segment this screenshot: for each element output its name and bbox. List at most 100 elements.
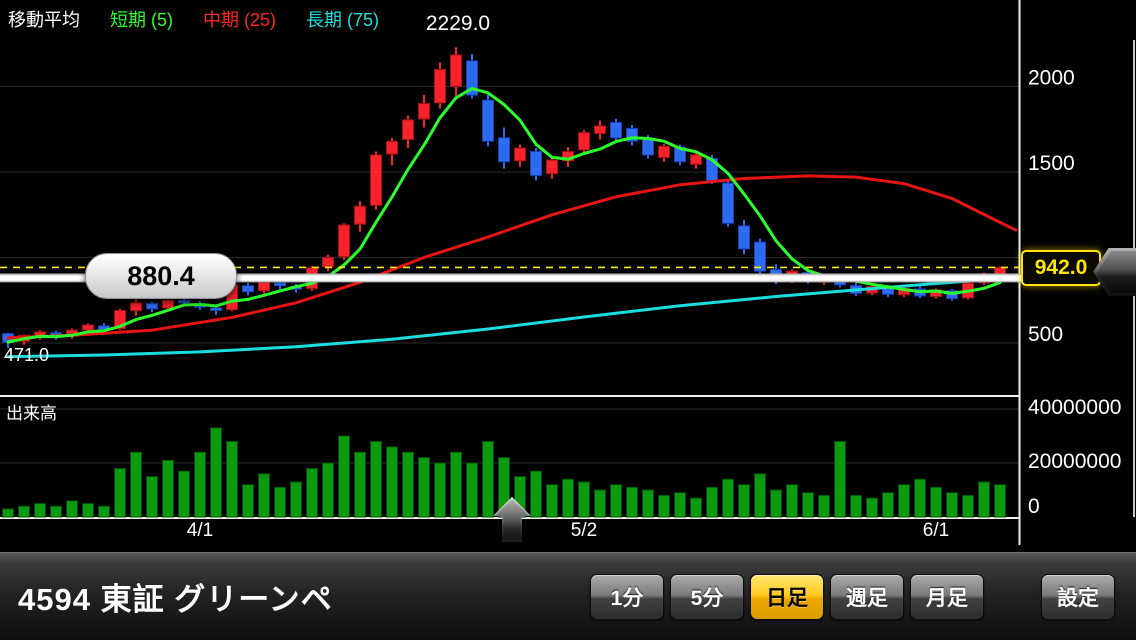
legend-mid-ma: 中期 (25) — [203, 10, 277, 30]
volume-bar — [706, 486, 718, 518]
candle-down — [610, 121, 622, 139]
volume-bar — [594, 489, 606, 518]
settings-button[interactable]: 設定 — [1041, 574, 1115, 620]
crosshair-horizontal-band — [0, 273, 1136, 283]
volume-bar — [898, 484, 910, 518]
volume-bar — [434, 462, 446, 518]
volume-bar — [482, 440, 494, 518]
period-button-1min[interactable]: 1分 — [590, 574, 664, 620]
symbol-title: 4594 東証 グリーンペ — [18, 582, 333, 617]
volume-bar — [66, 500, 78, 518]
volume-bar — [418, 457, 430, 518]
ma-long-line — [6, 276, 1018, 359]
low-price-label: 471.0 — [4, 345, 50, 365]
volume-bar — [866, 497, 878, 518]
volume-bar — [258, 473, 270, 518]
period-button-group: 1分 5分 日足 週足 月足 — [590, 574, 984, 620]
volume-bar — [770, 489, 782, 518]
volume-pane-title: 出来高 — [6, 404, 57, 423]
volume-bar — [50, 505, 62, 518]
volume-bar — [930, 486, 942, 518]
volume-bar — [610, 484, 622, 518]
crosshair-price-bubble[interactable]: 880.4 — [85, 253, 237, 299]
volume-bar — [290, 481, 302, 518]
volume-bar — [658, 494, 670, 518]
volume-bar — [226, 440, 238, 518]
volume-bar — [194, 451, 206, 518]
candle-up — [162, 299, 174, 309]
ma-mid-line — [6, 174, 1018, 340]
candlestick-chart[interactable]: 2000 1500 500 40000000 20000000 0 4/1 5/2 6/1 — [0, 0, 1136, 552]
volume-bar — [402, 451, 414, 518]
candle-down — [178, 300, 190, 304]
period-button-monthly[interactable]: 月足 — [910, 574, 984, 620]
candle-up — [418, 103, 430, 120]
period-button-daily[interactable]: 日足 — [750, 574, 824, 620]
candle-up — [370, 154, 382, 206]
candle-up — [546, 159, 558, 175]
volume-bar — [994, 484, 1006, 518]
volume-bar — [338, 435, 350, 518]
candle-down — [274, 282, 286, 287]
volume-bar — [354, 451, 366, 518]
candle-up — [354, 205, 366, 225]
volume-bar — [754, 473, 766, 518]
last-price-tag: 942.0 — [1021, 250, 1101, 286]
volume-bar — [370, 440, 382, 518]
volume-bar — [914, 478, 926, 518]
candle-up — [322, 257, 334, 268]
volume-bar — [978, 481, 990, 518]
volume-bar — [34, 503, 46, 518]
legend-long-ma: 長期 (75) — [306, 10, 380, 30]
volume-bar — [386, 446, 398, 518]
volume-axis-label: 0 — [1028, 495, 1040, 518]
candle-up — [130, 302, 142, 312]
candle-up — [82, 324, 94, 331]
candle-down — [482, 99, 494, 142]
candle-up — [994, 266, 1006, 275]
volume-bar — [786, 484, 798, 518]
volume-bar — [466, 462, 478, 518]
price-axis-label: 500 — [1028, 323, 1063, 346]
volume-bar — [946, 492, 958, 518]
candle-down — [530, 150, 542, 176]
volume-axis-label: 40000000 — [1028, 396, 1121, 419]
volume-bar — [674, 492, 686, 518]
candle-up — [114, 310, 126, 329]
volume-bar — [546, 484, 558, 518]
candle-up — [402, 119, 414, 141]
candle-down — [626, 127, 638, 142]
volume-bar — [690, 497, 702, 518]
ma-legend: 移動平均 短期 (5) 中期 (25) 長期 (75) — [8, 6, 379, 32]
candle-up — [386, 140, 398, 155]
candle-up — [594, 125, 606, 135]
volume-bar — [738, 484, 750, 518]
candle-up — [434, 68, 446, 104]
candle-down — [466, 60, 478, 96]
volume-axis-label: 20000000 — [1028, 450, 1121, 473]
period-button-5min[interactable]: 5分 — [670, 574, 744, 620]
period-button-weekly[interactable]: 週足 — [830, 574, 904, 620]
volume-bar — [146, 476, 158, 518]
volume-bar — [114, 467, 126, 518]
peak-price-label: 2229.0 — [425, 12, 491, 35]
volume-bar — [82, 503, 94, 518]
x-axis-label: 4/1 — [187, 520, 213, 541]
volume-bar — [450, 451, 462, 518]
volume-bar — [322, 462, 334, 518]
volume-bar — [722, 478, 734, 518]
volume-bar — [578, 481, 590, 518]
candle-down — [722, 182, 734, 224]
volume-bar — [2, 508, 14, 518]
volume-bar — [306, 467, 318, 518]
bottom-toolbar: 4594 東証 グリーンペ 1分 5分 日足 週足 月足 設定 — [0, 552, 1136, 640]
candle-down — [754, 241, 766, 272]
volume-bar — [642, 489, 654, 518]
candle-down — [242, 285, 254, 293]
candle-down — [738, 225, 750, 250]
volume-bar — [210, 427, 222, 518]
candle-up — [450, 54, 462, 88]
volume-bar — [562, 478, 574, 518]
candle-up — [658, 145, 670, 158]
